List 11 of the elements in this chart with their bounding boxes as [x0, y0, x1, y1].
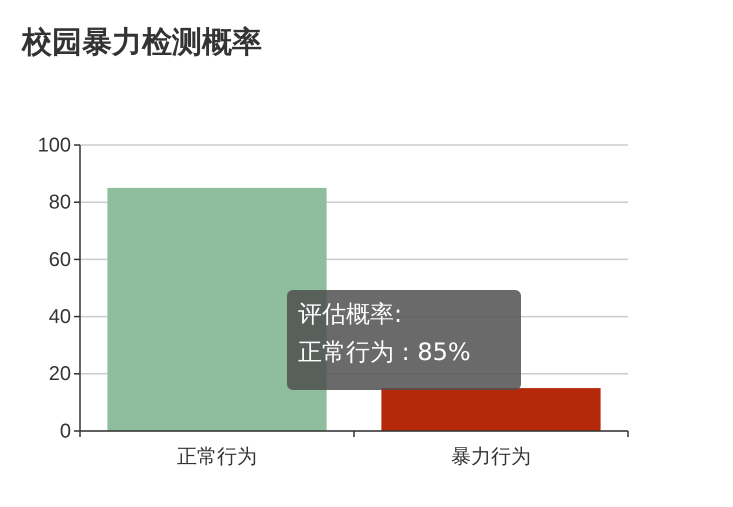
y-tick-label: 100 [38, 134, 71, 156]
annotation: 正常行为 : 85% [298, 338, 471, 366]
x-tick-label: 正常行为 [177, 446, 257, 468]
y-tick-label: 20 [48, 363, 71, 386]
x-tick-label: 暴力行为 [451, 446, 531, 468]
y-tick-label: 40 [48, 306, 71, 328]
y-tick-label: 0 [60, 420, 71, 442]
y-tick-label: 80 [48, 192, 71, 214]
chart-title: 校园暴力检测概率 [21, 25, 262, 60]
annotation: 评估概率: [298, 300, 402, 328]
y-tick-label: 60 [48, 248, 71, 271]
